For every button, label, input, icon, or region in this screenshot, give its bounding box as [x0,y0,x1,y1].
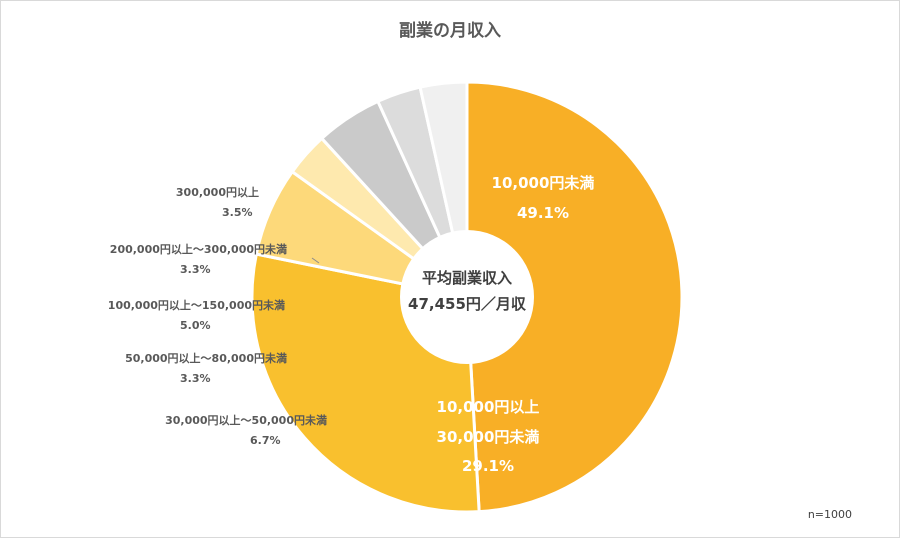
sample-size-note: n=1000 [807,508,852,521]
slice-label-3-name: 50,000円以上～80,000円未満 [125,351,287,365]
slice-label-5-name: 200,000円以上～300,000円未満 [110,242,287,256]
slice-label-4-value: 5.0% [180,319,211,332]
pie-slice-0 [465,80,684,514]
slice-label-2-name: 30,000円以上～50,000円未満 [165,413,327,427]
slice-label-6-name: 300,000円以上 [176,185,259,199]
center-line-2: 47,455円／月収 [408,295,527,313]
center-line-1: 平均副業収入 [422,269,512,287]
chart-title: 副業の月収入 [399,21,501,41]
donut-hole [400,230,534,364]
slice-label-0-value: 49.1% [517,204,569,222]
slice-label-3-value: 3.3% [180,372,211,385]
slice-label-1-value: 29.1% [462,457,514,475]
slice-label-0-name: 10,000円未満 [492,174,595,192]
slice-label-5-value: 3.3% [180,263,211,276]
slice-label-1-name-b: 30,000円未満 [437,428,540,446]
slice-label-6-value: 3.5% [222,206,253,219]
slice-label-4-name: 100,000円以上～150,000円未満 [108,298,285,312]
leader-mark [311,257,320,264]
slice-label-1-name-a: 10,000円以上 [437,398,540,416]
slice-label-2-value: 6.7% [250,434,281,447]
